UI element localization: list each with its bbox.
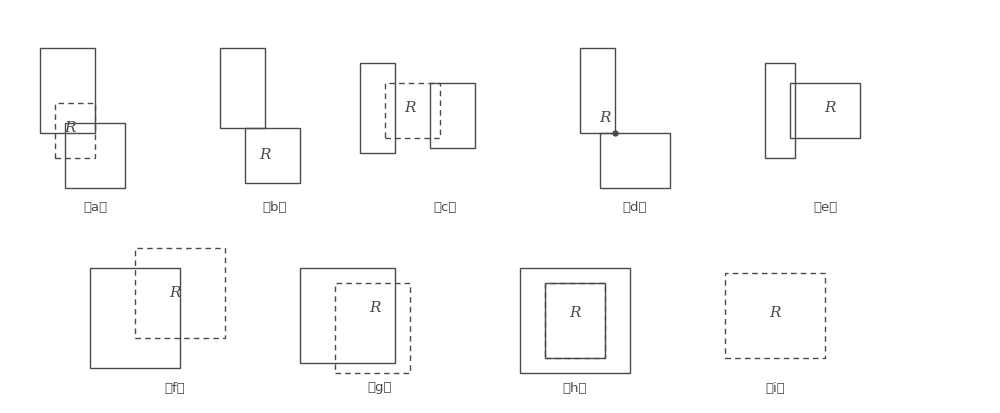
Text: （g）: （g） <box>368 382 392 394</box>
Bar <box>360 63 395 153</box>
Text: R: R <box>404 101 416 115</box>
Bar <box>65 123 125 188</box>
Bar <box>55 103 95 158</box>
Text: （c）: （c） <box>433 202 457 214</box>
Text: （a）: （a） <box>83 202 107 214</box>
Text: R: R <box>824 101 836 115</box>
Bar <box>385 83 440 138</box>
Bar <box>790 83 860 138</box>
Bar <box>40 48 95 133</box>
Bar <box>545 283 605 358</box>
Bar <box>765 63 795 158</box>
Text: R: R <box>259 148 271 162</box>
Bar <box>545 283 605 358</box>
Bar <box>725 273 825 358</box>
Text: （i）: （i） <box>765 382 785 394</box>
Text: R: R <box>169 286 181 300</box>
Bar <box>220 48 265 128</box>
Bar <box>90 268 180 368</box>
Text: R: R <box>369 301 381 315</box>
Text: （h）: （h） <box>563 382 587 394</box>
Bar <box>520 268 630 373</box>
Text: （b）: （b） <box>263 202 287 214</box>
Text: （f）: （f） <box>165 382 185 394</box>
Bar <box>135 248 225 338</box>
Text: R: R <box>64 121 76 135</box>
Text: （d）: （d） <box>623 202 647 214</box>
Bar <box>300 268 395 363</box>
Bar <box>580 48 615 133</box>
Text: R: R <box>569 306 581 320</box>
Bar <box>600 133 670 188</box>
Text: R: R <box>599 111 611 125</box>
Bar <box>430 83 475 148</box>
Text: R: R <box>769 306 781 320</box>
Bar <box>335 283 410 373</box>
Bar <box>245 128 300 183</box>
Text: （e）: （e） <box>813 202 837 214</box>
